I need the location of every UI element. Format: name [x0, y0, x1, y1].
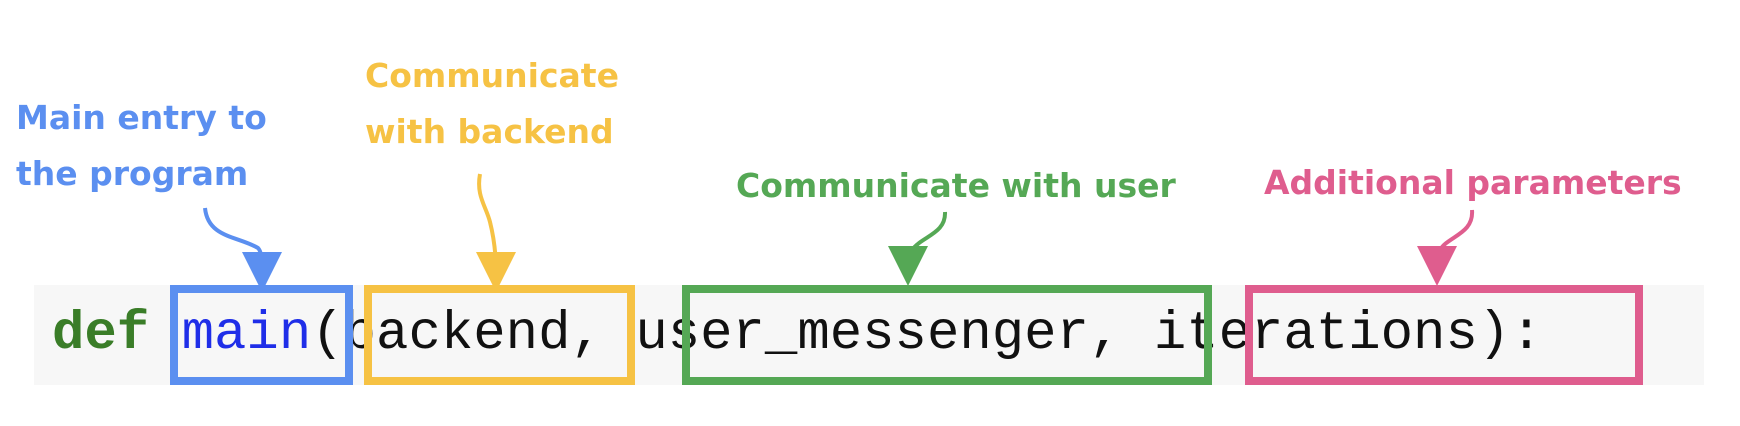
annotation-main-entry: Main entry to the program: [16, 90, 267, 202]
highlight-box-main: [170, 285, 353, 385]
annotation-user-messenger: Communicate with user: [736, 158, 1176, 214]
annotation-additional-parameters: Additional parameters: [1264, 155, 1682, 211]
arrow-main: [203, 207, 282, 292]
code-param-user-messenger: user_messenger: [635, 304, 1089, 365]
highlight-box-user-messenger: [682, 285, 1212, 385]
arrow-user: [888, 211, 948, 286]
code-close-paren-colon: ):: [1477, 304, 1543, 365]
annotation-main-line-2: the program: [16, 154, 249, 193]
arrow-backend: [475, 173, 516, 292]
annotation-params-line-1: Additional parameters: [1264, 163, 1682, 202]
highlight-box-iterations: [1245, 285, 1643, 385]
code-comma-2: ,: [1089, 304, 1122, 365]
arrow-params: [1417, 209, 1475, 286]
annotation-backend: Communicate with backend: [365, 48, 619, 160]
annotation-main-line-1: Main entry to: [16, 98, 267, 137]
code-function-name: main: [181, 304, 312, 365]
annotation-backend-line-2: with backend: [365, 112, 614, 151]
code-param-backend: backend: [343, 304, 571, 365]
code-background: [34, 285, 1704, 385]
code-comma-1: ,: [570, 304, 603, 365]
code-open-paren: (: [311, 304, 344, 365]
annotation-user-line-1: Communicate with user: [736, 166, 1176, 205]
annotation-backend-line-1: Communicate: [365, 56, 619, 95]
code-keyword-def: def: [52, 304, 150, 365]
highlight-box-backend: [364, 285, 635, 385]
